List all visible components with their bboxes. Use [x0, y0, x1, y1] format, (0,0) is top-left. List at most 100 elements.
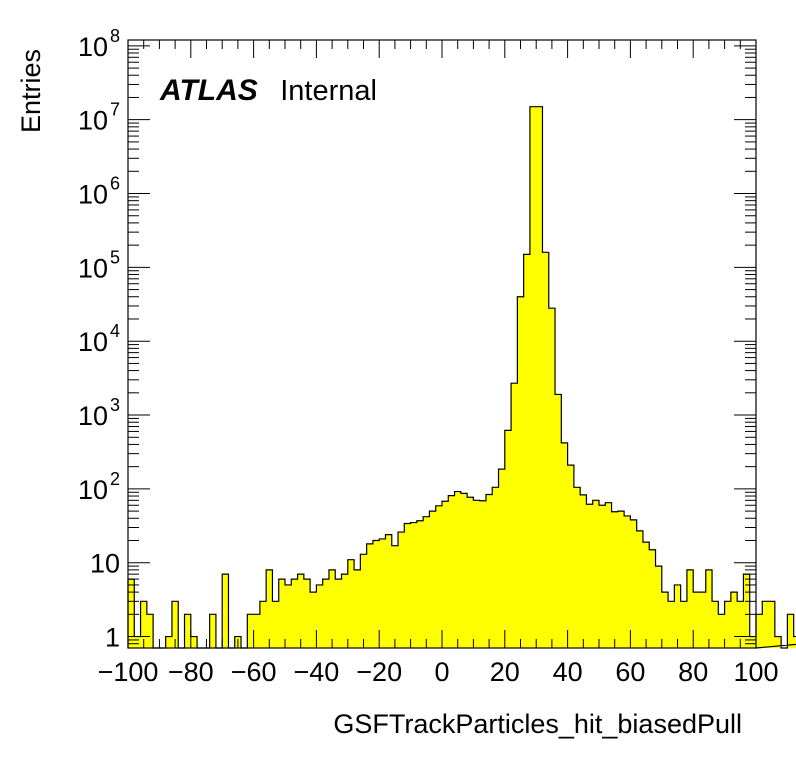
- histogram-bar: [705, 569, 713, 648]
- histogram-bar: [699, 592, 707, 648]
- histogram-bar: [611, 511, 619, 648]
- histogram-bar: [674, 584, 681, 648]
- histogram-bar: [693, 592, 700, 648]
- histogram-bar: [442, 501, 449, 648]
- histogram-bar: [467, 497, 474, 648]
- histogram-bar: [391, 545, 399, 648]
- histogram-bar: [278, 579, 286, 648]
- histogram-bar: [360, 554, 367, 648]
- histogram-bar: [146, 614, 154, 648]
- histogram-bar: [756, 614, 763, 648]
- x-axis-title: GSFTrackParticles_hit_biasedPull: [333, 709, 742, 739]
- histogram-bar: [762, 601, 769, 648]
- x-tick-label: 0: [434, 657, 449, 687]
- histogram-bar: [624, 515, 631, 648]
- histogram-bar: [341, 574, 349, 648]
- histogram-bar: [354, 569, 361, 648]
- y-tick-exponent: 5: [110, 247, 120, 267]
- histogram-bar: [297, 574, 305, 648]
- x-tick-label: 60: [615, 657, 645, 687]
- histogram-bar: [435, 505, 443, 648]
- histogram-bar: [504, 430, 512, 648]
- histogram-bar: [749, 636, 757, 648]
- histogram-bar: [379, 538, 386, 648]
- y-tick-exponent: 4: [110, 321, 120, 341]
- histogram-bar: [636, 530, 644, 648]
- histogram-bar: [266, 569, 273, 648]
- histogram-bar: [573, 487, 581, 648]
- histogram-bar: [222, 574, 229, 648]
- histogram-bar: [630, 519, 637, 648]
- atlas-bold-text: ATLAS: [159, 74, 258, 107]
- x-tick-label: −100: [98, 657, 159, 687]
- histogram-bar: [328, 569, 336, 648]
- y-tick-label: 10: [78, 32, 108, 62]
- histogram-bar: [347, 559, 355, 648]
- histogram-bar: [184, 614, 192, 648]
- histogram-bar: [592, 500, 600, 648]
- histogram-bar: [171, 601, 179, 648]
- histogram-bar: [536, 106, 543, 648]
- histogram-bar: [655, 566, 663, 648]
- histogram-bar: [668, 601, 675, 648]
- x-tick-label: 80: [678, 657, 708, 687]
- y-tick-label: 10: [78, 401, 108, 431]
- histogram-bar: [303, 579, 311, 648]
- x-tick-label: 20: [490, 657, 520, 687]
- histogram-bar: [473, 500, 480, 648]
- histogram-bar: [448, 495, 455, 648]
- histogram-bar: [787, 614, 794, 648]
- atlas-internal-text: Internal: [280, 75, 377, 107]
- histogram-bar: [366, 543, 374, 648]
- histogram-bar: [316, 584, 323, 648]
- histogram-bar: [599, 505, 606, 648]
- histogram-bar: [517, 296, 524, 648]
- histogram-bar: [793, 636, 796, 648]
- x-tick-label: −40: [293, 657, 339, 687]
- y-tick-exponent: 7: [110, 100, 120, 120]
- histogram-bar: [291, 579, 298, 648]
- histogram-bar: [586, 504, 594, 648]
- histogram-bar: [335, 579, 342, 648]
- histogram-bar: [498, 469, 506, 648]
- x-tick-label: 100: [733, 657, 778, 687]
- x-tick-label: −20: [356, 657, 402, 687]
- histogram-bar: [567, 465, 575, 648]
- y-tick-label: 10: [90, 549, 120, 579]
- x-tick-label: −60: [231, 657, 277, 687]
- histogram-bar: [605, 502, 612, 648]
- histogram-bar: [460, 493, 468, 648]
- y-tick-label: 10: [78, 180, 108, 210]
- histogram-outline: [127, 106, 796, 649]
- histogram-bar: [686, 569, 694, 648]
- histogram-bar: [724, 601, 732, 648]
- histogram-bar: [718, 614, 725, 648]
- y-tick-label: 10: [78, 475, 108, 505]
- histogram-bar: [253, 614, 261, 648]
- histogram-bar: [190, 636, 198, 648]
- y-tick-label: 1: [105, 623, 120, 653]
- histogram-bar: [743, 574, 751, 648]
- x-axis-ticks: [127, 40, 757, 648]
- histogram-bar: [492, 487, 499, 648]
- histogram-bar: [680, 601, 688, 648]
- histogram-bar: [140, 601, 148, 648]
- histogram-bar: [529, 106, 537, 648]
- histogram-bar: [416, 520, 424, 648]
- histogram-bar: [730, 592, 738, 648]
- y-axis-title: Entries: [16, 49, 46, 133]
- histogram-bar: [617, 511, 625, 648]
- histogram-bar: [580, 494, 587, 648]
- histogram-bar: [661, 592, 669, 648]
- histogram-bar: [385, 534, 393, 648]
- histogram-bar: [404, 523, 411, 648]
- histogram-bar: [555, 394, 562, 648]
- histogram-bar: [410, 522, 418, 648]
- histogram-bar: [561, 442, 568, 648]
- y-tick-exponent: 6: [110, 174, 120, 194]
- histogram-bar: [511, 383, 518, 648]
- y-tick-exponent: 3: [110, 395, 120, 415]
- histogram-bar: [285, 584, 292, 648]
- histogram-bar: [165, 636, 173, 648]
